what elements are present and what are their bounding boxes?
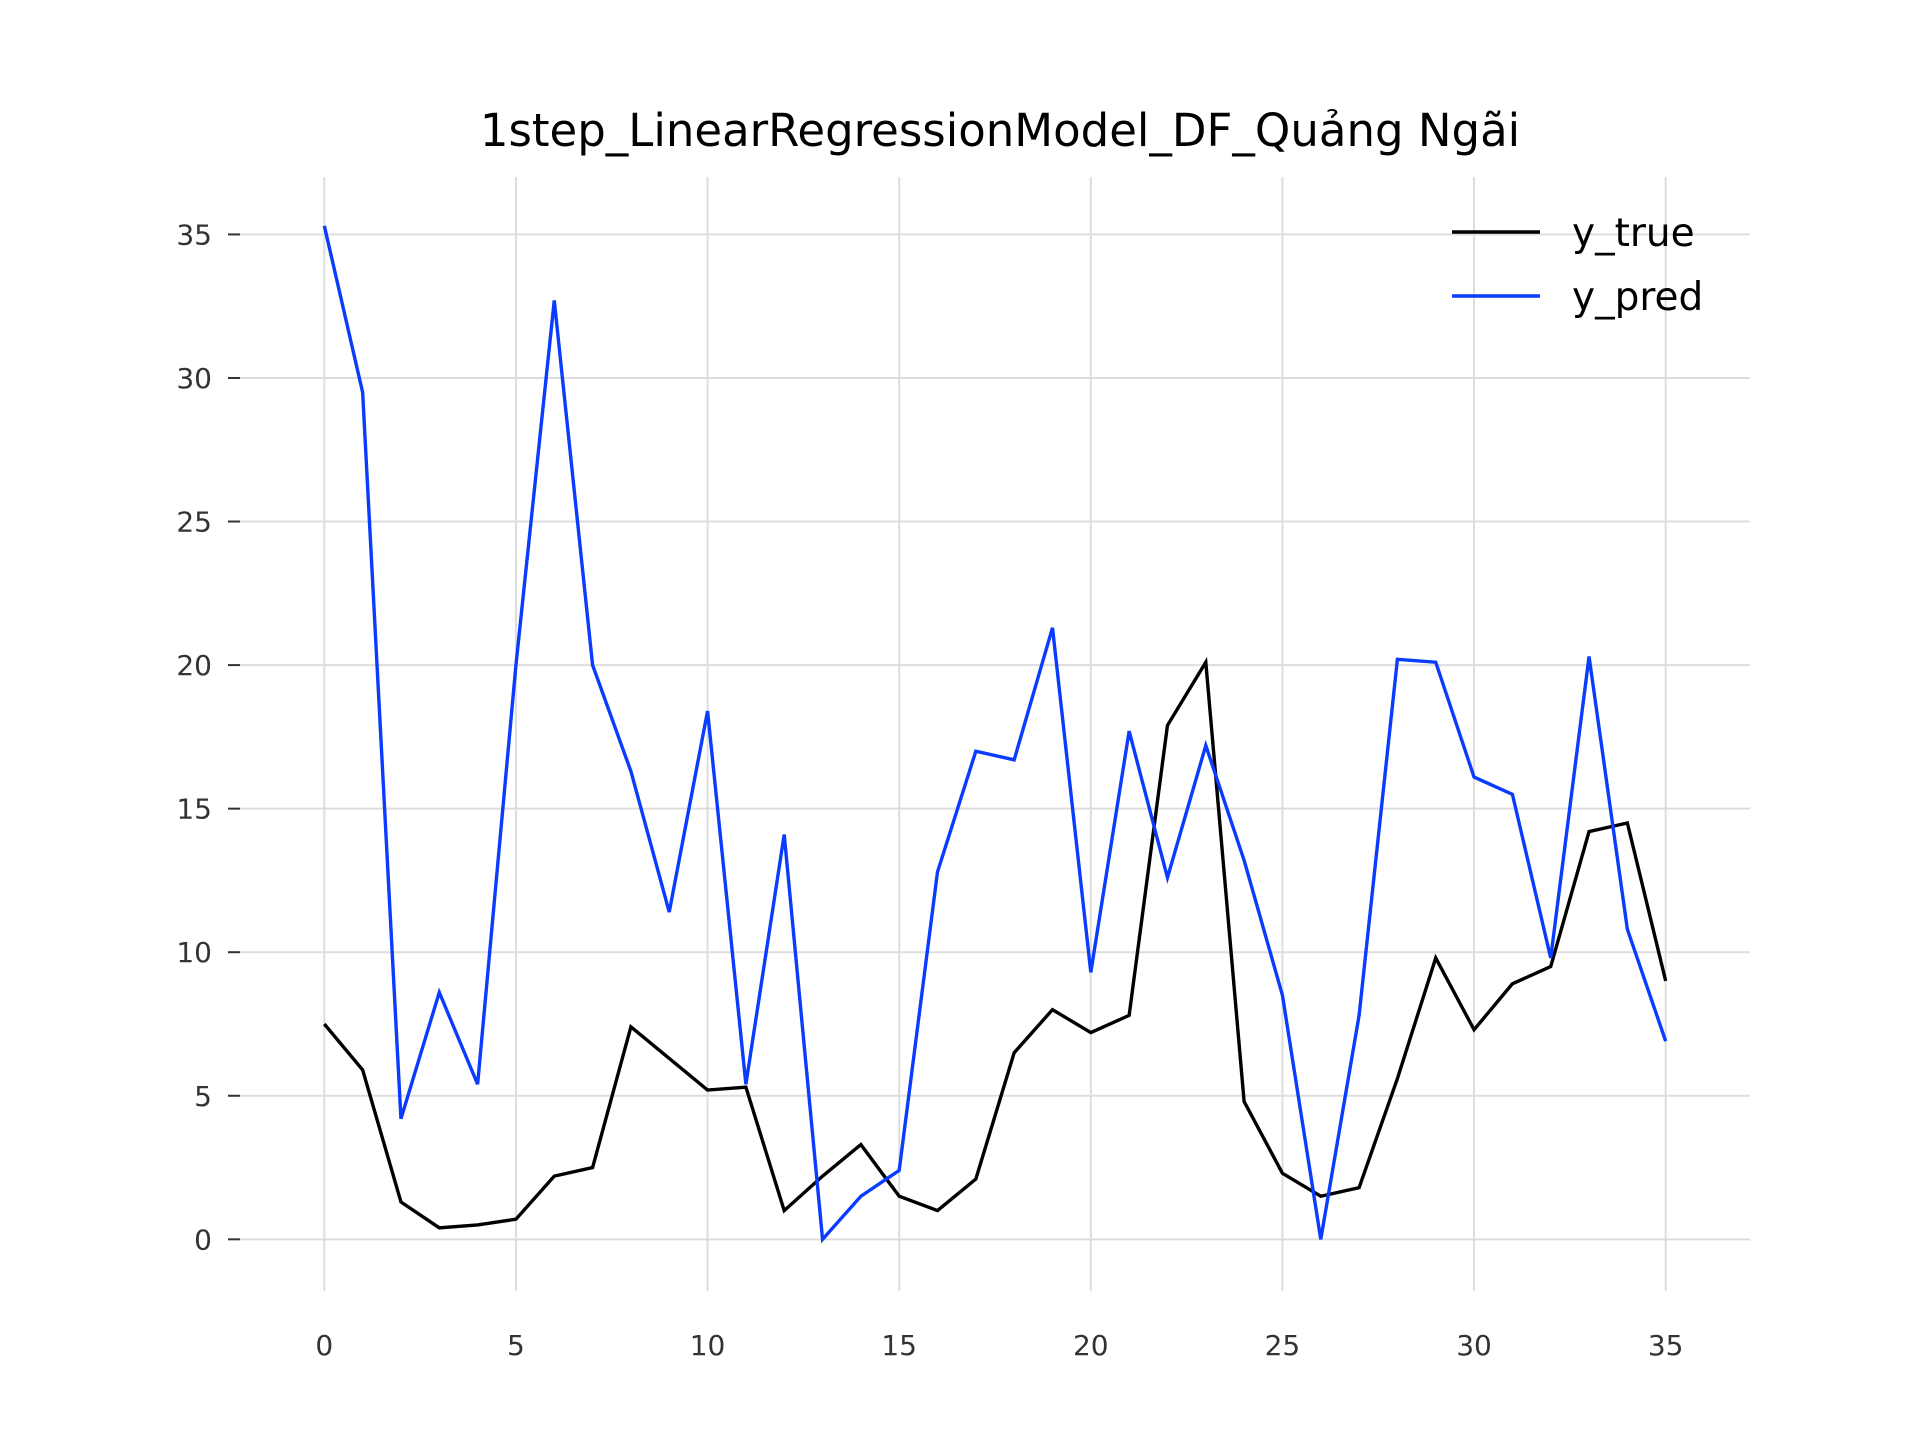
grid: [240, 177, 1750, 1291]
legend-label-y-true: y_true: [1572, 211, 1695, 256]
x-tick-label-5: 5: [507, 1329, 525, 1362]
chart-title: 1step_LinearRegressionModel_DF_Quảng Ngã…: [480, 104, 1520, 157]
x-tick-label-10: 10: [690, 1329, 726, 1362]
x-tick-label-30: 30: [1456, 1329, 1492, 1362]
y-tick-label-0: 0: [194, 1223, 212, 1256]
x-tick-label-20: 20: [1073, 1329, 1109, 1362]
legend: y_true y_pred: [1452, 211, 1703, 320]
x-axis: 0 5 10 15 20 25 30 35: [315, 1329, 1683, 1362]
y-tick-label-35: 35: [176, 218, 212, 251]
series-group: [322, 225, 1668, 1244]
x-tick-label-0: 0: [315, 1329, 333, 1362]
y-tick-label-25: 25: [176, 506, 212, 539]
series-line-y-pred: [322, 225, 1668, 1244]
legend-label-y-pred: y_pred: [1572, 275, 1703, 320]
x-tick-label-15: 15: [881, 1329, 917, 1362]
y-tick-label-10: 10: [176, 936, 212, 969]
series-line-y-true: [323, 656, 1668, 1230]
y-tick-label-5: 5: [194, 1080, 212, 1113]
y-tick-label-15: 15: [176, 793, 212, 826]
y-tick-label-20: 20: [176, 649, 212, 682]
y-axis: 0 5 10 15 20 25 30 35: [176, 218, 240, 1256]
x-tick-label-25: 25: [1265, 1329, 1301, 1362]
y-tick-label-30: 30: [176, 362, 212, 395]
x-tick-label-35: 35: [1648, 1329, 1684, 1362]
